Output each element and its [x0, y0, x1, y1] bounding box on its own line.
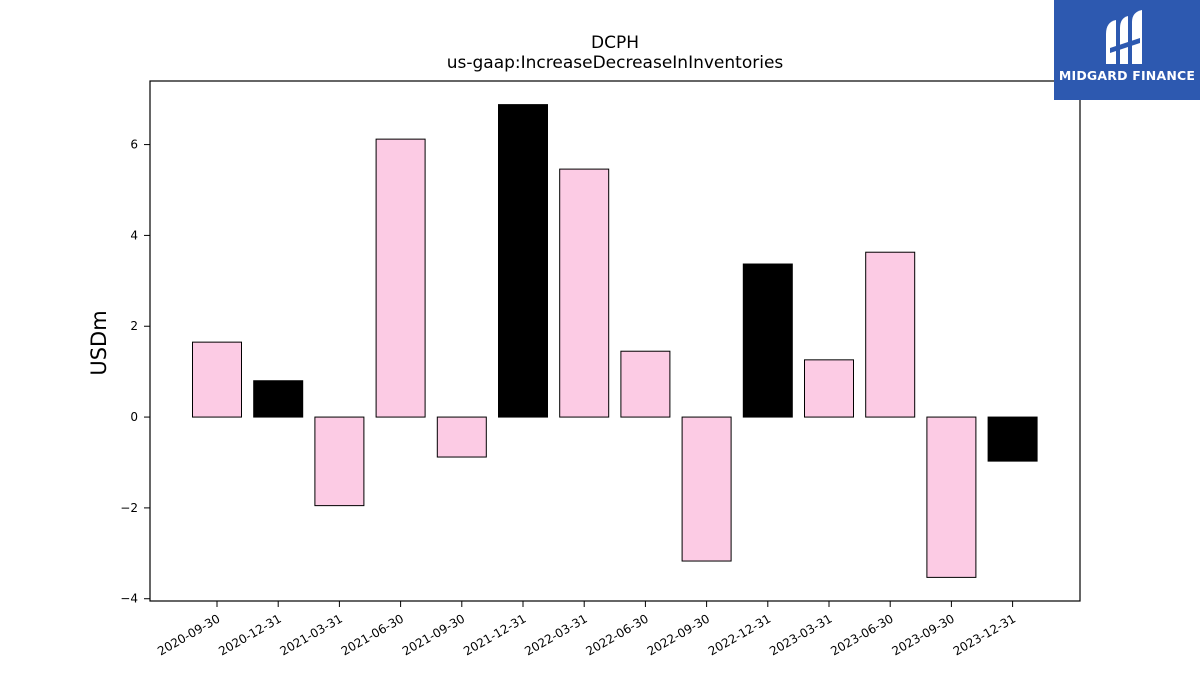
y-ticks-group: −4 −2 0 2 4 6 — [120, 138, 150, 606]
x-tick-label: 2020-09-30 — [155, 611, 222, 658]
logo-mark-icon — [1106, 10, 1142, 64]
bar-2021-06-30 — [375, 138, 426, 418]
x-ticks-group: 2020-09-302020-12-312021-03-312021-06-30… — [155, 601, 1018, 658]
y-tick-label: 0 — [130, 410, 138, 424]
bar-2022-12-31 — [742, 263, 793, 418]
x-tick-label: 2023-06-30 — [828, 611, 895, 658]
bar-2022-03-31 — [559, 168, 610, 418]
logo-text: MIDGARD FINANCE — [1058, 68, 1196, 83]
chart-subtitle: us-gaap:IncreaseDecreaseInInventories — [447, 53, 784, 73]
x-tick-label: 2021-12-31 — [461, 611, 528, 658]
bars-group — [192, 104, 1038, 578]
bar-2021-09-30 — [436, 416, 487, 458]
bar-2022-06-30 — [620, 350, 671, 418]
bar-2020-09-30 — [192, 341, 242, 418]
y-tick-label: 2 — [130, 319, 138, 333]
y-tick-label: 4 — [130, 228, 138, 242]
y-tick-label: 6 — [130, 138, 138, 152]
x-tick-label: 2023-03-31 — [767, 611, 834, 658]
x-tick-label: 2021-09-30 — [400, 611, 467, 658]
bar-2023-03-31 — [804, 359, 854, 418]
y-axis-label: USDm — [87, 310, 111, 375]
bar-2021-12-31 — [498, 104, 548, 418]
x-tick-label: 2022-06-30 — [583, 611, 650, 658]
y-tick-label: −2 — [120, 501, 138, 515]
chart-title: DCPH — [591, 33, 639, 53]
bar-2020-12-31 — [253, 380, 304, 418]
x-tick-label: 2023-12-31 — [951, 611, 1018, 658]
plot-frame — [149, 80, 1081, 602]
y-tick-label: −4 — [120, 592, 138, 606]
bar-2023-12-31 — [987, 416, 1038, 462]
bar-2021-03-31 — [314, 416, 365, 507]
x-tick-label: 2022-09-30 — [645, 611, 712, 658]
x-tick-label: 2020-12-31 — [216, 611, 283, 658]
bar-2022-09-30 — [681, 416, 732, 562]
x-tick-label: 2021-03-31 — [277, 611, 344, 658]
midgard-finance-logo: MIDGARD FINANCE — [1054, 0, 1200, 100]
x-tick-label: 2023-09-30 — [889, 611, 956, 658]
x-tick-label: 2022-12-31 — [706, 611, 773, 658]
x-tick-label: 2021-06-30 — [339, 611, 406, 658]
x-tick-label: 2022-03-31 — [522, 611, 589, 658]
bar-2023-06-30 — [865, 251, 916, 418]
bar-2023-09-30 — [926, 416, 977, 578]
